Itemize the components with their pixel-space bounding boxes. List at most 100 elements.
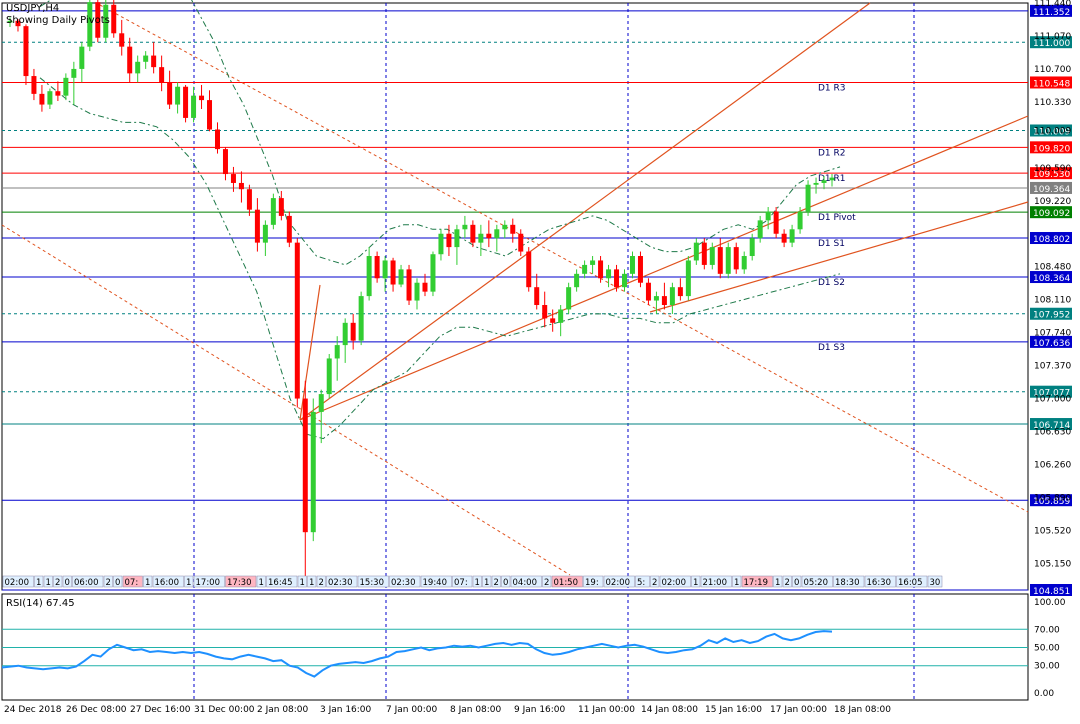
x-axis-label: 14 Jan 08:00: [641, 705, 698, 715]
session-tag: 19:: [585, 578, 599, 588]
price-level-value: 107.077: [1033, 389, 1070, 399]
session-tag-box: [34, 575, 44, 588]
candle-body: [542, 305, 548, 319]
candle-body: [238, 182, 244, 190]
session-tag-box: [307, 575, 317, 588]
session-tag-box: [266, 575, 298, 588]
session-tag: 16:05: [898, 578, 923, 588]
candle-body: [7, 20, 13, 23]
candle-body: [127, 46, 133, 74]
session-tag: 01:50: [554, 578, 579, 588]
price-level-value: 107.952: [1033, 311, 1070, 321]
price-level-tag: [1030, 385, 1072, 398]
candle-body: [159, 67, 165, 83]
y-tick-label: 105.890: [1034, 493, 1071, 503]
candle-body: [422, 282, 428, 292]
y-tick-label: 111.070: [1034, 32, 1071, 42]
rsi-tick-label: 70.00: [1034, 625, 1060, 635]
pivots-subtitle: Showing Daily Pivots: [6, 15, 110, 26]
y-tick-label: 107.000: [1034, 395, 1071, 405]
session-tag-box: [184, 575, 194, 588]
session-tag: 2: [785, 578, 790, 588]
candle-body: [622, 273, 628, 288]
session-tag-box: [792, 575, 802, 588]
session-tag: 1: [475, 578, 480, 588]
session-tag: 19:40: [423, 578, 448, 588]
candle-body: [470, 224, 476, 243]
session-tag: 1: [775, 578, 780, 588]
candle-body: [214, 129, 220, 150]
session-tag-box: [896, 575, 928, 588]
main-frame: [1, 2, 1029, 591]
session-tag: 07:: [125, 578, 139, 588]
session-tag-box: [700, 575, 732, 588]
candle-body: [685, 260, 691, 297]
x-axis-label: 11 Jan 00:00: [578, 705, 635, 715]
session-tag: 2: [319, 578, 324, 588]
price-level-tag: [1030, 141, 1072, 154]
candle-body: [701, 242, 707, 265]
candle-body: [813, 182, 819, 185]
session-tag-box: [583, 575, 604, 588]
candle-body: [765, 211, 771, 221]
candle-body: [653, 296, 659, 301]
y-tick-label: 106.260: [1034, 460, 1071, 470]
candle-body: [502, 224, 508, 230]
candle-body: [614, 269, 620, 288]
candle-body: [175, 86, 181, 105]
pivot-label: D1 S1: [818, 239, 845, 249]
session-tag-box: [357, 575, 389, 588]
candle-body: [334, 345, 340, 359]
session-tag-box: [225, 575, 257, 588]
price-level-tag: [1030, 4, 1072, 17]
candle-body: [661, 296, 667, 306]
candle-body: [797, 211, 803, 230]
price-level-tag: [1030, 307, 1072, 320]
x-axis-label: 2 Jan 08:00: [257, 705, 309, 715]
rsi-tick-label: 30.00: [1034, 662, 1060, 672]
candle-body: [414, 282, 420, 301]
session-tag-box: [833, 575, 865, 588]
pivot-label: D1 Pivot: [818, 213, 856, 223]
price-level-tag: [1030, 181, 1072, 194]
session-tag-box: [551, 575, 583, 588]
y-tick-label: 105.520: [1034, 526, 1071, 536]
rsi-tick-label: 50.00: [1034, 644, 1060, 654]
session-tag-box: [316, 575, 326, 588]
session-tag-box: [864, 575, 896, 588]
candle-body: [87, 2, 93, 47]
y-tick-label: 107.740: [1034, 329, 1071, 339]
candle-body: [829, 177, 835, 181]
session-tag: 1: [693, 578, 698, 588]
candle-body: [15, 20, 21, 27]
y-tick-label: 110.009: [1034, 126, 1071, 136]
session-tag-box: [491, 575, 501, 588]
candle-body: [430, 254, 436, 292]
rsi-tick-label: 100.00: [1034, 598, 1066, 608]
price-level-value: 105.859: [1033, 497, 1070, 507]
candle-body: [789, 229, 795, 243]
candle-body: [270, 198, 276, 225]
candle-body: [454, 229, 460, 248]
candle-body: [79, 46, 85, 69]
session-tag: 1: [46, 578, 51, 588]
session-tag: 1: [145, 578, 150, 588]
x-axis-label: 27 Dec 16:00: [130, 705, 191, 715]
candle-body: [574, 273, 580, 288]
candle-body: [71, 68, 77, 78]
price-level-tag: [1030, 232, 1072, 245]
candle-body: [366, 256, 372, 297]
candle-body: [358, 296, 364, 341]
session-tag-box: [927, 575, 943, 588]
candle-body: [31, 76, 37, 94]
candle-body: [230, 174, 236, 183]
session-tag: 15:30: [360, 578, 385, 588]
price-level-tag: [1030, 206, 1072, 219]
session-tag-box: [326, 575, 358, 588]
candle-body: [558, 309, 564, 323]
price-level-tag: [1030, 167, 1072, 180]
rsi-header: RSI(14) 67.45: [6, 598, 75, 609]
session-tag-box: [43, 575, 53, 588]
